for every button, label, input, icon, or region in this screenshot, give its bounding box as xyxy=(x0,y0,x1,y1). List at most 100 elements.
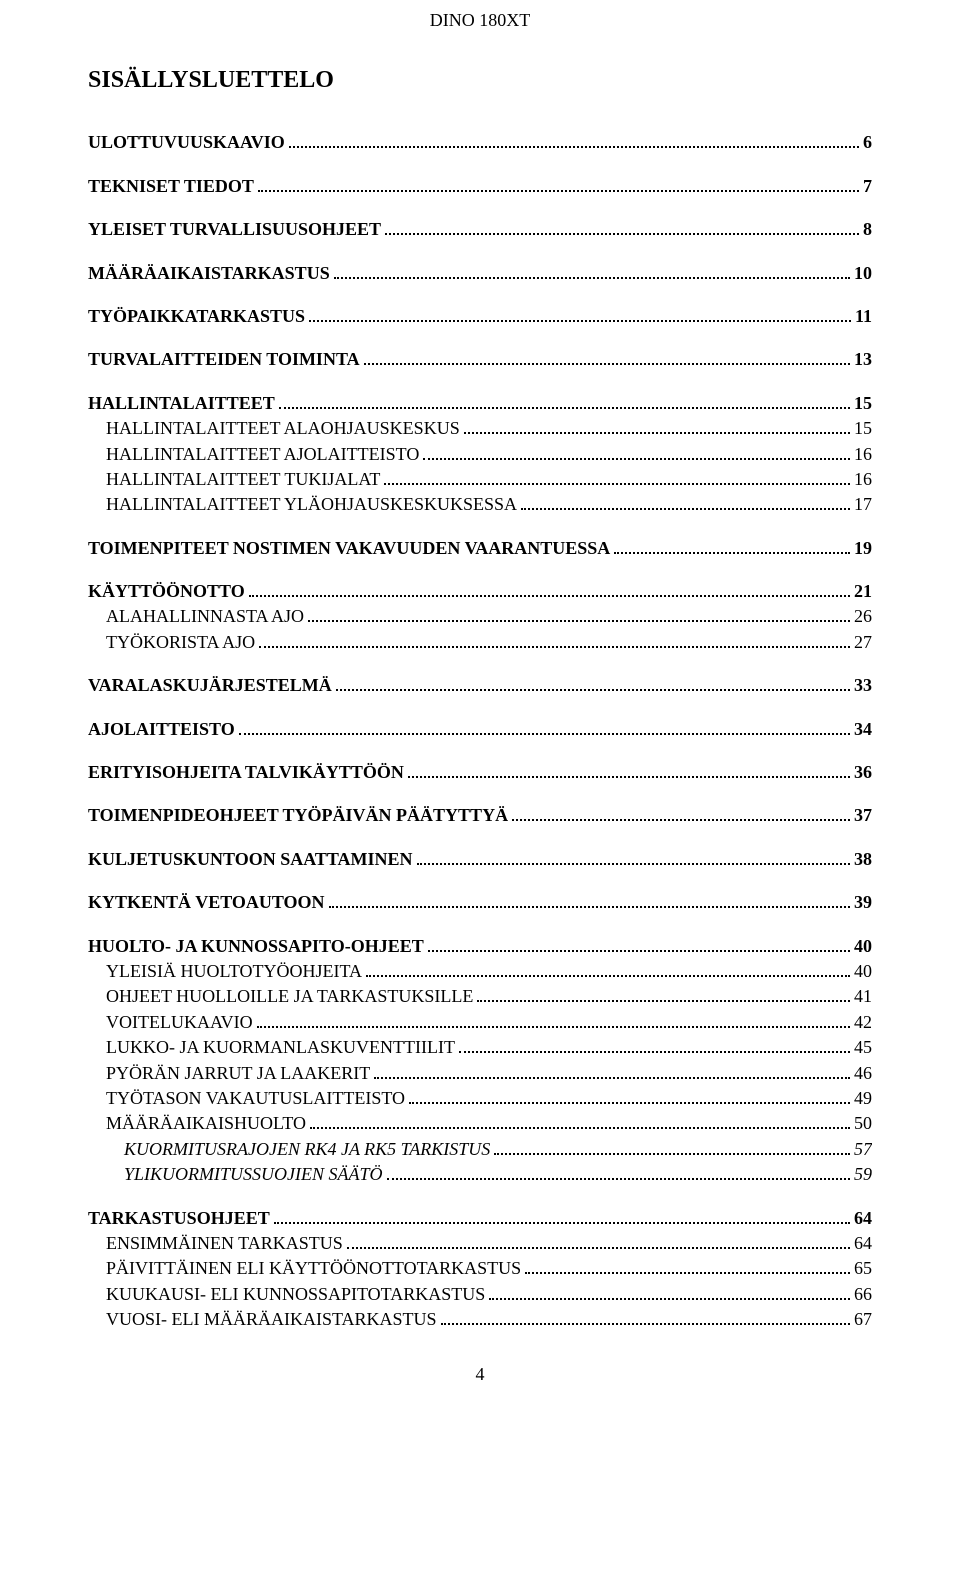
toc-entry: TYÖKORISTA AJO27 xyxy=(88,631,872,652)
toc-entry-page: 34 xyxy=(854,719,872,740)
toc-entry-page: 7 xyxy=(863,176,872,197)
toc-entry-label: YLEISIÄ HUOLTOTYÖOHJEITA xyxy=(106,961,362,982)
toc-entry-page: 6 xyxy=(863,132,872,153)
toc-leader xyxy=(477,986,850,1002)
toc-entry-label: HALLINTALAITTEET AJOLAITTEISTO xyxy=(106,444,419,465)
toc-entry: AJOLAITTEISTO34 xyxy=(88,718,872,739)
toc-entry: TOIMENPIDEOHJEET TYÖPÄIVÄN PÄÄTYTTYÄ 37 xyxy=(88,805,872,826)
document-header: DINO 180XT xyxy=(88,10,872,31)
toc-leader xyxy=(257,1011,850,1027)
toc-entry: HALLINTALAITTEET ALAOHJAUSKESKUS15 xyxy=(88,418,872,439)
toc-entry-page: 19 xyxy=(854,538,872,559)
toc-entry-label: VARALASKUJÄRJESTELMÄ xyxy=(88,675,332,696)
toc-leader xyxy=(309,306,851,322)
toc-leader xyxy=(521,494,850,510)
toc-leader xyxy=(239,718,850,734)
toc-entry-page: 40 xyxy=(854,936,872,957)
toc-entry-page: 41 xyxy=(854,986,872,1007)
toc-entry-page: 13 xyxy=(854,349,872,370)
toc-entry-page: 57 xyxy=(854,1139,872,1160)
toc-leader xyxy=(385,219,859,235)
toc-entry: OHJEET HUOLLOILLE JA TARKASTUKSILLE 41 xyxy=(88,986,872,1007)
toc-entry-label: ERITYISOHJEITA TALVIKÄYTTÖÖN xyxy=(88,762,404,783)
toc-entry-label: TYÖTASON VAKAUTUSLAITTEISTO xyxy=(106,1088,405,1109)
toc-entry: KUORMITUSRAJOJEN RK4 JA RK5 TARKISTUS 57 xyxy=(88,1138,872,1159)
toc-leader xyxy=(258,175,859,191)
toc-entry-label: MÄÄRÄAIKAISHUOLTO xyxy=(106,1113,306,1134)
toc-entry: TYÖPAIKKATARKASTUS 11 xyxy=(88,306,872,327)
toc-entry-page: 39 xyxy=(854,892,872,913)
toc-leader xyxy=(428,935,850,951)
toc-entry-label: LUKKO- JA KUORMANLASKUVENTTIILIT xyxy=(106,1037,455,1058)
toc-entry-page: 40 xyxy=(854,961,872,982)
toc-entry-label: KÄYTTÖÖNOTTO xyxy=(88,581,245,602)
toc-leader xyxy=(512,805,850,821)
toc-entry-label: TEKNISET TIEDOT xyxy=(88,176,254,197)
toc-entry: HALLINTALAITTEET TUKIJALAT16 xyxy=(88,469,872,490)
toc-entry-page: 15 xyxy=(854,393,872,414)
toc-leader xyxy=(489,1283,850,1299)
toc-entry-page: 64 xyxy=(854,1208,872,1229)
toc-entry-label: TYÖPAIKKATARKASTUS xyxy=(88,306,305,327)
toc-leader xyxy=(423,443,850,459)
toc-entry-label: KULJETUSKUNTOON SAATTAMINEN xyxy=(88,849,413,870)
toc-entry-label: KUUKAUSI- ELI KUNNOSSAPITOTARKASTUS xyxy=(106,1284,485,1305)
toc-entry-page: 11 xyxy=(855,306,872,327)
toc-entry: KUUKAUSI- ELI KUNNOSSAPITOTARKASTUS66 xyxy=(88,1283,872,1304)
toc-entry: TYÖTASON VAKAUTUSLAITTEISTO 49 xyxy=(88,1088,872,1109)
table-of-contents: ULOTTUVUUSKAAVIO6TEKNISET TIEDOT7YLEISET… xyxy=(88,132,872,1330)
toc-entry-label: HUOLTO- JA KUNNOSSAPITO-OHJEET xyxy=(88,936,424,957)
toc-leader xyxy=(279,392,850,408)
toc-entry-label: TYÖKORISTA AJO xyxy=(106,632,255,653)
toc-entry: YLIKUORMITUSSUOJIEN SÄÄTÖ59 xyxy=(88,1164,872,1185)
page-title: SISÄLLYSLUETTELO xyxy=(88,67,872,94)
toc-leader xyxy=(387,1164,851,1180)
toc-entry-page: 49 xyxy=(854,1088,872,1109)
toc-leader xyxy=(289,132,859,148)
toc-entry-label: PYÖRÄN JARRUT JA LAAKERIT xyxy=(106,1063,370,1084)
toc-entry-label: KUORMITUSRAJOJEN RK4 JA RK5 TARKISTUS xyxy=(124,1139,490,1160)
toc-entry-page: 8 xyxy=(863,219,872,240)
toc-leader xyxy=(494,1138,850,1154)
toc-entry-label: ALAHALLINNASTA AJO xyxy=(106,606,304,627)
toc-entry-label: MÄÄRÄAIKAISTARKASTUS xyxy=(88,263,330,284)
toc-entry: VOITELUKAAVIO 42 xyxy=(88,1011,872,1032)
toc-entry-page: 64 xyxy=(854,1233,872,1254)
toc-entry: TOIMENPITEET NOSTIMEN VAKAVUUDEN VAARANT… xyxy=(88,537,872,558)
toc-entry-label: TOIMENPITEET NOSTIMEN VAKAVUUDEN VAARANT… xyxy=(88,538,610,559)
toc-entry: KULJETUSKUNTOON SAATTAMINEN 38 xyxy=(88,848,872,869)
toc-entry-label: ENSIMMÄINEN TARKASTUS xyxy=(106,1233,343,1254)
toc-entry-page: 67 xyxy=(854,1309,872,1330)
toc-entry: VUOSI- ELI MÄÄRÄAIKAISTARKASTUS67 xyxy=(88,1309,872,1330)
toc-entry-label: HALLINTALAITTEET TUKIJALAT xyxy=(106,469,380,490)
toc-entry: YLEISET TURVALLISUUSOHJEET8 xyxy=(88,219,872,240)
toc-leader xyxy=(274,1207,850,1223)
toc-entry-label: HALLINTALAITTEET xyxy=(88,393,275,414)
toc-entry-page: 38 xyxy=(854,849,872,870)
toc-entry-page: 46 xyxy=(854,1063,872,1084)
toc-entry-page: 26 xyxy=(854,606,872,627)
toc-entry: LUKKO- JA KUORMANLASKUVENTTIILIT45 xyxy=(88,1037,872,1058)
toc-leader xyxy=(347,1233,850,1249)
toc-leader xyxy=(459,1037,850,1053)
toc-entry-page: 50 xyxy=(854,1113,872,1134)
toc-leader xyxy=(259,631,850,647)
toc-entry-page: 17 xyxy=(854,494,872,515)
toc-entry-label: HALLINTALAITTEET ALAOHJAUSKESKUS xyxy=(106,418,460,439)
toc-entry-label: VOITELUKAAVIO xyxy=(106,1012,253,1033)
page-number: 4 xyxy=(88,1364,872,1385)
toc-leader xyxy=(249,581,850,597)
toc-entry: KÄYTTÖÖNOTTO 21 xyxy=(88,581,872,602)
toc-entry: HALLINTALAITTEET YLÄOHJAUSKESKUKSESSA17 xyxy=(88,494,872,515)
toc-entry-label: OHJEET HUOLLOILLE JA TARKASTUKSILLE xyxy=(106,986,473,1007)
toc-entry: PYÖRÄN JARRUT JA LAAKERIT 46 xyxy=(88,1062,872,1083)
toc-entry-page: 37 xyxy=(854,805,872,826)
toc-entry-page: 21 xyxy=(854,581,872,602)
toc-entry: ALAHALLINNASTA AJO 26 xyxy=(88,606,872,627)
toc-entry: PÄIVITTÄINEN ELI KÄYTTÖÖNOTTOTARKASTUS65 xyxy=(88,1258,872,1279)
toc-entry-page: 42 xyxy=(854,1012,872,1033)
toc-entry-label: TOIMENPIDEOHJEET TYÖPÄIVÄN PÄÄTYTTYÄ xyxy=(88,805,508,826)
toc-entry: YLEISIÄ HUOLTOTYÖOHJEITA 40 xyxy=(88,961,872,982)
toc-entry: MÄÄRÄAIKAISTARKASTUS10 xyxy=(88,262,872,283)
document-page: DINO 180XT SISÄLLYSLUETTELO ULOTTUVUUSKA… xyxy=(0,0,960,1573)
